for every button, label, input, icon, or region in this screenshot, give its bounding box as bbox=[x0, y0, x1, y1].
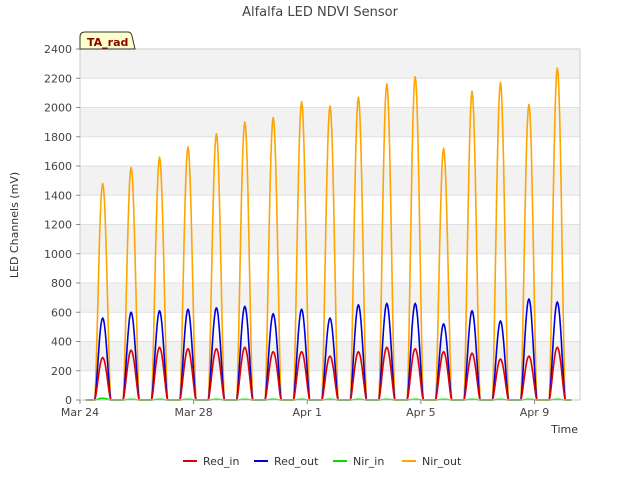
peak-point bbox=[357, 304, 360, 306]
peak-point bbox=[158, 156, 161, 159]
badge-label: TA_rad bbox=[87, 36, 128, 49]
peak-point bbox=[272, 350, 274, 353]
peak-point bbox=[300, 100, 303, 103]
x-tick-label: Mar 28 bbox=[175, 406, 213, 419]
peak-point bbox=[158, 346, 161, 349]
peak-point bbox=[386, 302, 388, 305]
peak-point bbox=[414, 302, 417, 305]
y-tick-label: 600 bbox=[51, 306, 72, 319]
series-red-in bbox=[85, 346, 572, 401]
peak-point bbox=[187, 146, 189, 148]
peak-point bbox=[101, 317, 104, 319]
peak-point bbox=[471, 90, 473, 93]
peak-point bbox=[215, 348, 218, 350]
legend-label: Red_out bbox=[274, 455, 319, 468]
y-tick-label: 2400 bbox=[44, 43, 72, 56]
x-tick-label: Apr 5 bbox=[406, 406, 436, 419]
ta-rad-badge: TA_rad bbox=[79, 31, 136, 50]
y-tick-label: 400 bbox=[51, 336, 72, 349]
peak-point bbox=[556, 67, 559, 69]
y-tick-label: 2000 bbox=[44, 102, 72, 115]
peak-point bbox=[499, 81, 502, 84]
peak-point bbox=[272, 312, 274, 315]
peak-point bbox=[187, 308, 189, 311]
peak-point bbox=[215, 133, 218, 135]
badge-shape bbox=[79, 31, 136, 50]
peak-point bbox=[272, 116, 274, 119]
legend-item-red-out: Red_out bbox=[254, 455, 319, 468]
y-tick-label: 2200 bbox=[44, 72, 72, 85]
legend-item-red-in: Red_in bbox=[183, 455, 239, 468]
legend-label: Red_in bbox=[203, 455, 239, 468]
x-axis-ticks: Mar 24 Mar 28 Apr 1 Apr 5 Apr 9 bbox=[61, 400, 549, 419]
peak-point bbox=[556, 346, 559, 349]
peak-point bbox=[329, 355, 331, 357]
peak-point bbox=[357, 350, 360, 353]
legend-item-nir-out: Nir_out bbox=[402, 455, 462, 468]
peak-point bbox=[386, 83, 388, 85]
background-band bbox=[80, 166, 580, 196]
y-tick-label: 200 bbox=[51, 365, 72, 378]
peak-point bbox=[130, 166, 132, 169]
x-tick-label: Apr 1 bbox=[293, 406, 323, 419]
x-tick-label: Apr 9 bbox=[520, 406, 550, 419]
x-axis-label: Time bbox=[550, 423, 578, 436]
legend-item-nir-in: Nir_in bbox=[333, 455, 384, 468]
peak-point bbox=[243, 121, 246, 123]
peak-point bbox=[130, 311, 132, 314]
peak-point bbox=[471, 352, 473, 355]
peak-point bbox=[528, 103, 530, 106]
peak-point bbox=[130, 349, 132, 352]
peak-point bbox=[243, 346, 246, 349]
y-tick-label: 1200 bbox=[44, 219, 72, 232]
peak-point bbox=[215, 307, 218, 309]
legend-label: Nir_out bbox=[422, 455, 462, 468]
peak-point bbox=[101, 182, 104, 185]
peak-point bbox=[528, 355, 530, 357]
peak-point bbox=[329, 317, 331, 319]
peak-point bbox=[158, 309, 161, 312]
peak-point bbox=[101, 356, 104, 359]
peak-point bbox=[414, 75, 417, 78]
peak-point bbox=[329, 105, 331, 107]
peak-point bbox=[499, 358, 502, 360]
peak-point bbox=[187, 348, 189, 350]
y-tick-label: 0 bbox=[65, 394, 72, 407]
background-band bbox=[80, 49, 580, 79]
peak-point bbox=[386, 346, 388, 349]
peak-point bbox=[300, 350, 303, 353]
peak-point bbox=[499, 320, 502, 322]
y-tick-label: 1400 bbox=[44, 189, 72, 202]
peak-point bbox=[300, 308, 303, 311]
peak-point bbox=[442, 147, 445, 150]
peak-point bbox=[442, 323, 445, 325]
y-tick-label: 800 bbox=[51, 277, 72, 290]
y-axis-label: LED Channels (mV) bbox=[8, 172, 21, 278]
peak-point bbox=[414, 348, 417, 350]
y-tick-label: 1600 bbox=[44, 160, 72, 173]
series-nir-out bbox=[85, 67, 572, 401]
background-band bbox=[80, 107, 580, 137]
peak-point bbox=[556, 301, 559, 303]
background-band bbox=[80, 283, 580, 313]
peak-point bbox=[471, 309, 473, 312]
peak-point bbox=[243, 305, 246, 308]
peak-point bbox=[442, 350, 445, 353]
peak-point bbox=[528, 298, 530, 300]
y-axis-ticks: 0 200 400 600 800 1000 1200 1400 1600 1800 2000 220… bbox=[44, 43, 80, 407]
legend-label: Nir_in bbox=[353, 455, 384, 468]
y-tick-label: 1000 bbox=[44, 248, 72, 261]
chart-title: Alfalfa LED NDVI Sensor bbox=[242, 5, 399, 20]
y-tick-label: 1800 bbox=[44, 131, 72, 144]
peak-point bbox=[357, 96, 360, 99]
legend: Red_in Red_out Nir_in Nir_out bbox=[183, 455, 462, 468]
peak-point bbox=[101, 397, 104, 400]
x-tick-label: Mar 24 bbox=[61, 406, 99, 419]
series-red-out bbox=[85, 298, 572, 401]
